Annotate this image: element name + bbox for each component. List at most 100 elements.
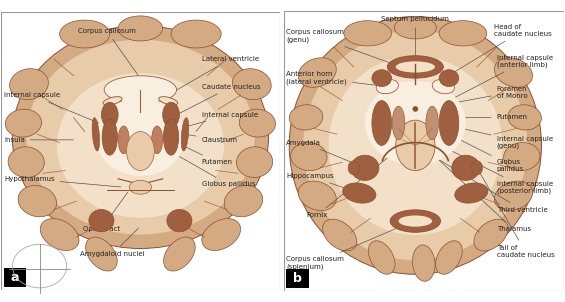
Ellipse shape [508, 105, 541, 130]
Ellipse shape [298, 58, 336, 87]
Ellipse shape [303, 31, 528, 260]
Ellipse shape [348, 161, 359, 175]
Ellipse shape [290, 143, 327, 171]
Ellipse shape [351, 155, 379, 180]
Ellipse shape [129, 180, 151, 194]
Ellipse shape [412, 106, 418, 112]
Ellipse shape [390, 210, 441, 232]
Ellipse shape [474, 219, 508, 251]
Text: b: b [293, 272, 302, 285]
Ellipse shape [57, 73, 224, 218]
Ellipse shape [388, 56, 444, 78]
Ellipse shape [289, 17, 541, 274]
Ellipse shape [159, 97, 178, 105]
Text: Hippocampus: Hippocampus [286, 173, 357, 192]
Ellipse shape [439, 70, 459, 87]
Ellipse shape [18, 185, 56, 217]
Ellipse shape [118, 16, 163, 41]
Ellipse shape [60, 20, 110, 48]
Ellipse shape [426, 106, 438, 140]
Ellipse shape [102, 119, 118, 155]
Ellipse shape [289, 105, 323, 130]
Text: Putamen: Putamen [179, 144, 233, 165]
Ellipse shape [5, 109, 41, 137]
Ellipse shape [455, 183, 488, 203]
Ellipse shape [396, 61, 435, 72]
Text: Corpus callosum
(splenium): Corpus callosum (splenium) [286, 225, 405, 270]
Text: Internal capsule: Internal capsule [4, 92, 110, 128]
Ellipse shape [163, 119, 179, 155]
Text: Third ventricle: Third ventricle [418, 147, 547, 213]
Ellipse shape [398, 215, 432, 227]
Text: Insula: Insula [4, 137, 73, 143]
Ellipse shape [392, 106, 405, 140]
Ellipse shape [127, 131, 154, 171]
Text: Optic tract: Optic tract [83, 192, 128, 232]
Text: Claustrum: Claustrum [188, 135, 238, 143]
Text: Corpus callosum
(genu): Corpus callosum (genu) [286, 29, 399, 66]
Text: Caudate nucleus: Caudate nucleus [179, 84, 260, 114]
Text: Anterior horn
(lateral ventricle): Anterior horn (lateral ventricle) [286, 71, 385, 86]
Text: a: a [11, 271, 19, 284]
Ellipse shape [439, 21, 487, 46]
Ellipse shape [104, 76, 177, 104]
Ellipse shape [167, 210, 192, 232]
Text: Internal capsule
(genu): Internal capsule (genu) [441, 124, 553, 149]
Text: Amygdaloid nuclei: Amygdaloid nuclei [80, 228, 145, 257]
Ellipse shape [164, 237, 195, 271]
Ellipse shape [86, 237, 117, 271]
Ellipse shape [171, 20, 221, 48]
Text: Corpus callosum: Corpus callosum [78, 28, 139, 76]
Text: Internal capsule
(posterior limb): Internal capsule (posterior limb) [437, 144, 553, 194]
Ellipse shape [224, 185, 263, 217]
Text: Thalamus: Thalamus [432, 153, 531, 233]
FancyBboxPatch shape [286, 269, 309, 288]
Ellipse shape [412, 245, 435, 281]
Text: Tail of
caudate nucleus: Tail of caudate nucleus [479, 170, 554, 259]
Ellipse shape [103, 97, 122, 105]
Ellipse shape [439, 101, 459, 145]
Ellipse shape [40, 219, 79, 251]
Text: Putamen: Putamen [460, 114, 528, 120]
Ellipse shape [92, 118, 99, 151]
Ellipse shape [344, 21, 392, 46]
Ellipse shape [96, 98, 185, 176]
Ellipse shape [163, 102, 180, 127]
Ellipse shape [494, 181, 532, 210]
Ellipse shape [436, 241, 462, 274]
Ellipse shape [471, 161, 483, 175]
Ellipse shape [202, 219, 241, 251]
Ellipse shape [101, 102, 118, 127]
Ellipse shape [396, 120, 435, 171]
Ellipse shape [494, 58, 532, 87]
Text: Head of
caudate nucleus: Head of caudate nucleus [451, 24, 551, 74]
Text: Internal capsule
(anterior limb): Internal capsule (anterior limb) [451, 55, 553, 99]
Ellipse shape [237, 147, 273, 178]
Text: Internal capsule: Internal capsule [171, 112, 258, 131]
Text: Hypothalamus: Hypothalamus [4, 176, 121, 187]
Ellipse shape [372, 101, 392, 145]
Ellipse shape [151, 126, 163, 154]
Ellipse shape [26, 40, 255, 235]
Ellipse shape [368, 241, 395, 274]
Ellipse shape [12, 26, 268, 249]
Text: Globus
pallidus: Globus pallidus [440, 130, 524, 172]
Text: Lateral ventricle: Lateral ventricle [165, 56, 259, 97]
Ellipse shape [298, 181, 336, 210]
Ellipse shape [376, 79, 398, 94]
Ellipse shape [8, 147, 44, 178]
Ellipse shape [328, 56, 502, 235]
Ellipse shape [232, 69, 271, 100]
Ellipse shape [240, 109, 276, 137]
Ellipse shape [432, 79, 454, 94]
Ellipse shape [394, 17, 436, 39]
FancyBboxPatch shape [4, 268, 26, 288]
Ellipse shape [118, 126, 129, 154]
Ellipse shape [342, 183, 376, 203]
Ellipse shape [503, 143, 540, 171]
Ellipse shape [10, 69, 49, 100]
Ellipse shape [365, 81, 466, 165]
Text: Fornix: Fornix [306, 153, 394, 218]
Ellipse shape [89, 210, 114, 232]
Ellipse shape [452, 155, 480, 180]
